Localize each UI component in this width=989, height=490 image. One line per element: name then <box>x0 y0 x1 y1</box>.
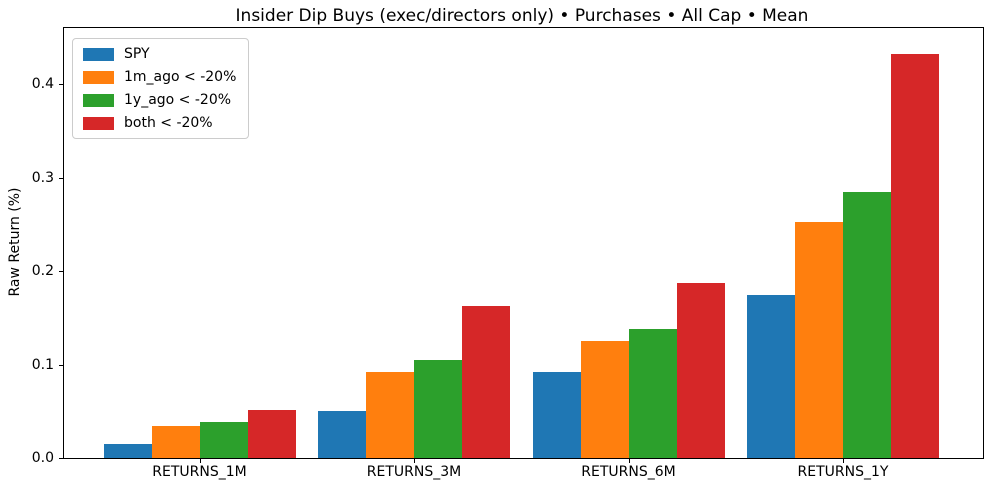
bar-spy-returns-3m <box>318 411 366 458</box>
legend-swatch-spy <box>83 47 114 61</box>
bar-both-20-returns-6m <box>676 283 725 458</box>
legend-item-spy: SPY <box>83 46 236 62</box>
legend-swatch-both-20 <box>83 116 114 130</box>
legend-label-spy: SPY <box>124 46 150 62</box>
legend-label-1y-ago-20: 1y_ago < -20% <box>124 92 232 108</box>
y-tick-label-0.0: 0.0 <box>31 450 54 466</box>
bar-1m-ago-20-returns-6m <box>580 341 629 458</box>
legend-label-1m-ago-20: 1m_ago < -20% <box>124 69 237 85</box>
bar-both-20-returns-3m <box>462 305 510 458</box>
y-tick-label-0.3: 0.3 <box>31 169 54 186</box>
x-tick-label-returns-3m: RETURNS_3M <box>366 464 462 480</box>
y-axis-label: Raw Return (%) <box>7 187 23 297</box>
legend-label-both-20: both < -20% <box>124 115 213 131</box>
bar-1y-ago-20-returns-6m <box>628 329 677 458</box>
legend-swatch-1m-ago-20 <box>83 70 114 84</box>
bar-1y-ago-20-returns-3m <box>414 359 462 458</box>
y-tick-mark-0.3 <box>59 177 63 179</box>
y-tick-label-0.1: 0.1 <box>31 356 54 373</box>
y-tick-label-0.4: 0.4 <box>31 76 54 93</box>
x-tick-label-returns-1m: RETURNS_1M <box>152 464 247 480</box>
bar-1y-ago-20-returns-1y <box>843 191 891 458</box>
legend-item-1m-ago-20: 1m_ago < -20% <box>83 69 236 85</box>
bar-1m-ago-20-returns-3m <box>366 372 414 458</box>
bar-1m-ago-20-returns-1y <box>795 222 843 458</box>
x-tick-mark-returns-1m <box>199 459 201 463</box>
x-tick-mark-returns-1y <box>843 459 844 463</box>
bar-spy-returns-1m <box>103 443 152 458</box>
bar-1m-ago-20-returns-1m <box>151 426 200 458</box>
y-tick-label-0.2: 0.2 <box>31 263 54 280</box>
x-tick-label-returns-1y: RETURNS_1Y <box>797 464 889 480</box>
bar-spy-returns-1y <box>747 295 795 458</box>
y-tick-mark-0.4 <box>59 84 63 86</box>
legend-item-both-20: both < -20% <box>83 115 236 131</box>
y-tick-mark-0.0 <box>59 458 63 459</box>
legend-item-1y-ago-20: 1y_ago < -20% <box>83 92 236 108</box>
chart-title: Insider Dip Buys (exec/directors only) •… <box>235 6 809 26</box>
x-tick-mark-returns-6m <box>628 459 630 463</box>
bar-both-20-returns-1m <box>247 410 296 458</box>
legend: SPY 1m_ago < -20% 1y_ago < -20% both < -20% <box>72 38 250 139</box>
legend-swatch-1y-ago-20 <box>83 93 114 107</box>
x-tick-mark-returns-3m <box>414 459 415 463</box>
bar-both-20-returns-1y <box>891 54 939 458</box>
bar-1y-ago-20-returns-1m <box>199 421 248 458</box>
y-tick-mark-0.1 <box>59 364 63 366</box>
plot-area: 0.0 0.1 0.2 0.3 0.4 RETURNS_1M RETURNS_3M RETU… <box>32 27 984 480</box>
x-tick-label-returns-6m: RETURNS_6M <box>581 464 676 480</box>
bar-spy-returns-6m <box>532 372 581 458</box>
y-tick-mark-0.2 <box>59 271 63 273</box>
